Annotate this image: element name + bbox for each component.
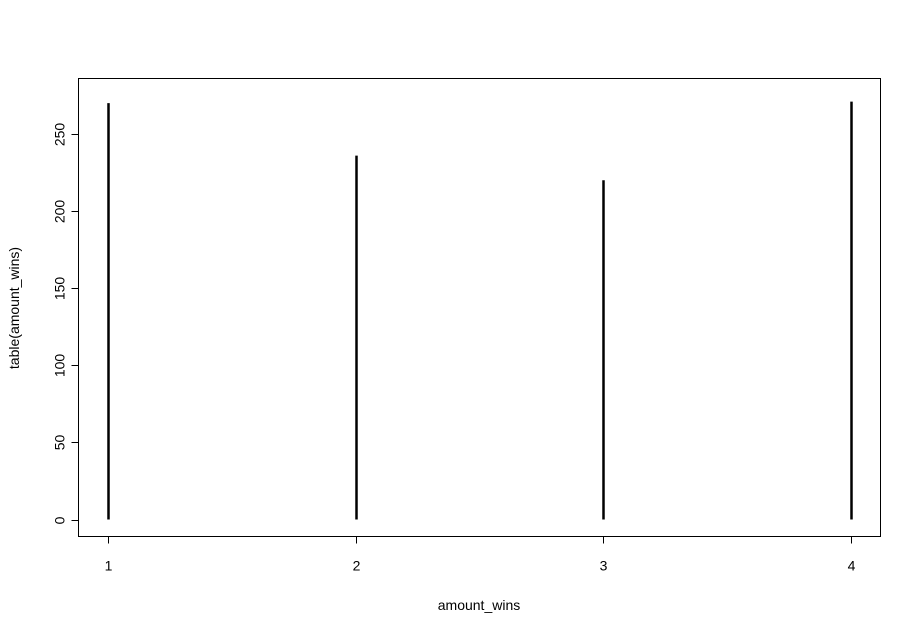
y-tick-label: 250 — [52, 123, 68, 147]
y-axis-title: table(amount_wins) — [6, 247, 22, 369]
y-axis: 0 50 100 150 200 250 — [52, 123, 79, 524]
x-tick-label: 1 — [105, 558, 113, 574]
y-tick-label: 150 — [52, 277, 68, 301]
bar-group — [107, 101, 853, 520]
x-axis: 1 2 3 4 — [105, 536, 856, 574]
y-tick-label: 200 — [52, 200, 68, 224]
y-tick-label: 50 — [52, 435, 68, 451]
x-tick-label: 3 — [600, 558, 608, 574]
y-tick-label: 100 — [52, 354, 68, 378]
y-tick-label: 0 — [52, 516, 68, 524]
x-axis-title: amount_wins — [438, 597, 521, 613]
x-tick-label: 4 — [848, 558, 856, 574]
plot-frame — [78, 78, 881, 537]
x-tick-label: 2 — [353, 558, 361, 574]
